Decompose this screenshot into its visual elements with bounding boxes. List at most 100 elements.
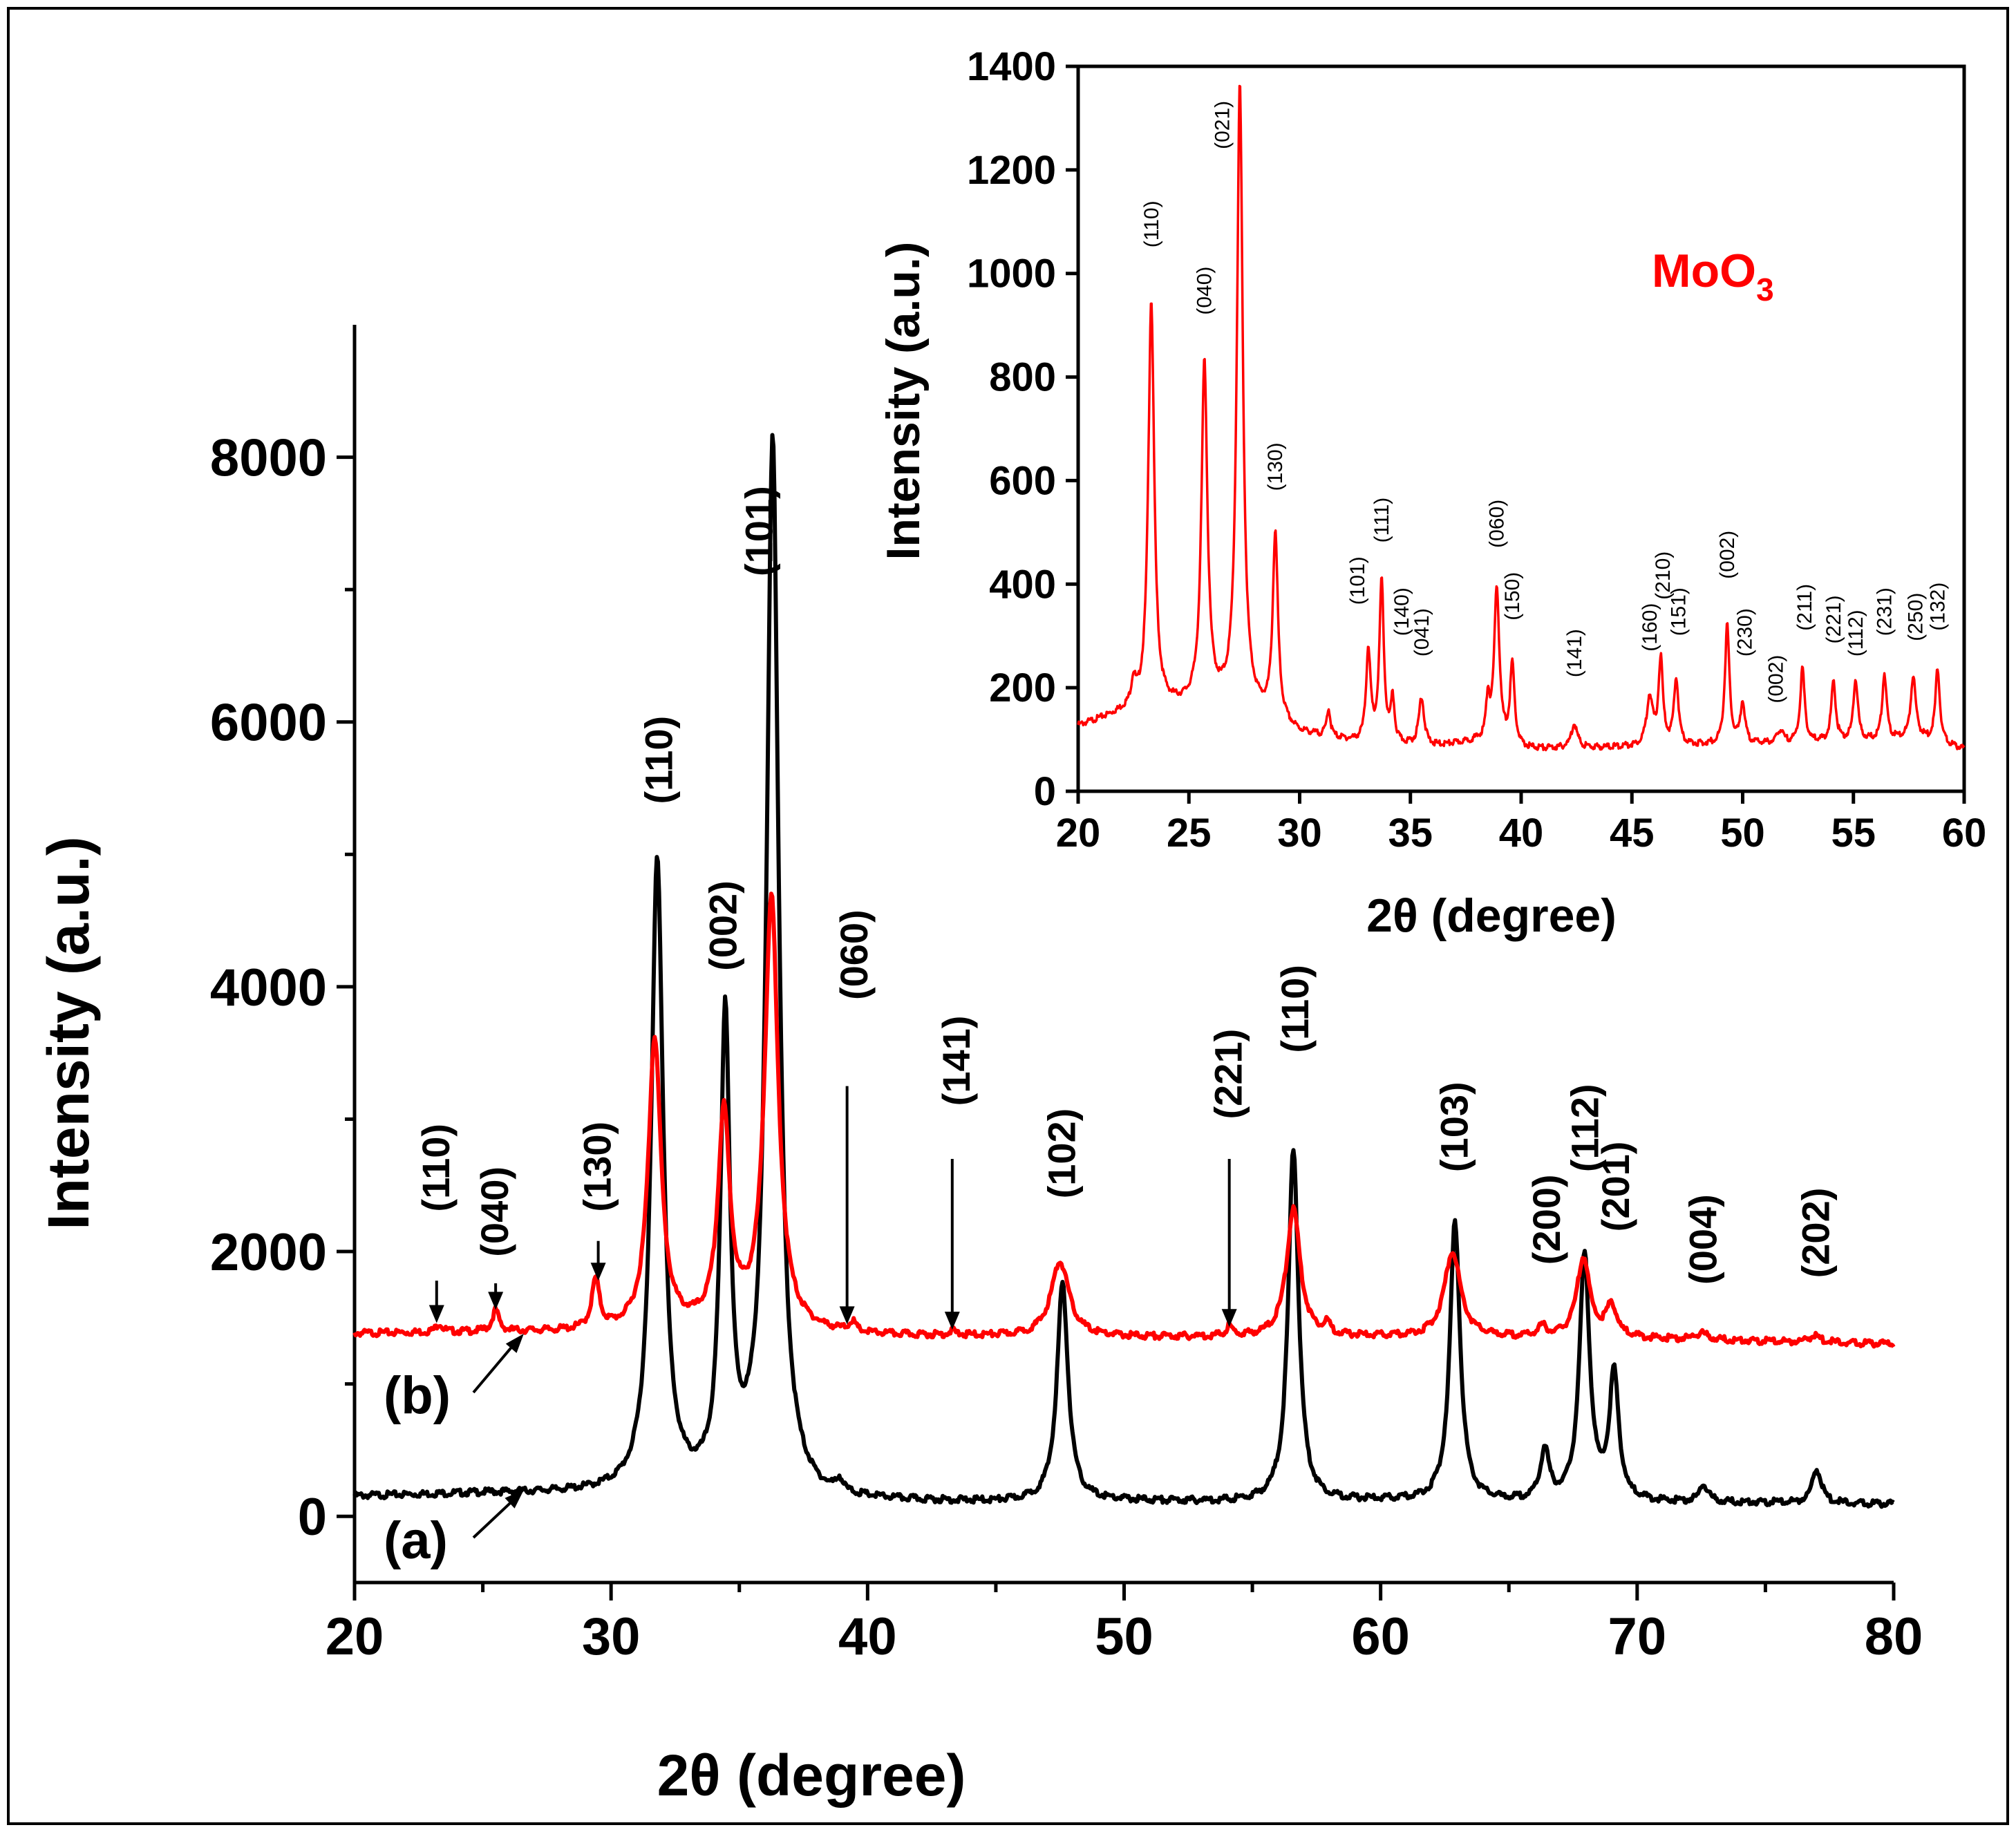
peak-marker-arrow-head <box>839 1306 855 1325</box>
inset-x-tick-label: 45 <box>1610 811 1655 856</box>
inset-peak-label: (002) <box>1716 531 1739 579</box>
main-x-tick-label: 80 <box>1865 1607 1923 1666</box>
main-peak-label: (002) <box>701 880 744 971</box>
inset-peak-label: (210) <box>1652 551 1675 600</box>
inset-peak-label: (112) <box>1845 610 1867 657</box>
inset-peak-label: (231) <box>1874 587 1896 636</box>
inset-peak-label: (130) <box>1264 442 1287 491</box>
inset-x-tick-label: 50 <box>1720 811 1765 856</box>
inset-y-tick-label: 1000 <box>967 252 1056 296</box>
main-peak-label: (110) <box>1273 965 1317 1053</box>
inset-peak-label: (141) <box>1563 629 1586 677</box>
main-peak-label: (221) <box>1207 1029 1250 1120</box>
inset-peak-label: (040) <box>1194 267 1216 315</box>
inset-title-subscript: 3 <box>1756 272 1774 308</box>
main-x-tick-label: 40 <box>838 1607 897 1666</box>
main-y-tick-label: 6000 <box>210 694 327 753</box>
main-x-tick-label: 50 <box>1095 1607 1153 1666</box>
inset-peak-label: (002) <box>1765 655 1788 703</box>
sample-pointer-head <box>505 1489 524 1509</box>
inset-peak-label: (221) <box>1822 595 1845 643</box>
inset-peak-label: (110) <box>1140 200 1163 247</box>
figure-frame <box>7 7 2009 1825</box>
inset-axes: 20 25 30 35 40 45 50 55 600200400600800100012001… <box>967 44 1986 856</box>
inset-y-tick-label: 600 <box>989 458 1056 503</box>
inset-y-tick-label: 0 <box>1034 769 1056 814</box>
inset-x-tick-label: 30 <box>1277 811 1322 856</box>
inset-peak-label: (132) <box>1927 583 1950 631</box>
main-series-line-b <box>352 891 1896 1349</box>
main-series <box>352 433 1896 1509</box>
inset-x-tick-label: 20 <box>1056 811 1101 856</box>
main-peak-label: (130) <box>576 1122 619 1212</box>
main-x-axis-label: 2θ (degree) <box>657 1743 966 1808</box>
peak-marker-arrow-head <box>944 1312 960 1330</box>
inset-y-tick-label: 1400 <box>967 44 1056 89</box>
inset-plot-box <box>1076 64 1966 793</box>
main-x-tick-label: 60 <box>1351 1607 1410 1666</box>
inset-annotations: (110) (040) (021) (130) (101)(111) (140)(041)… <box>1140 101 1950 703</box>
inset-title-main: MoO <box>1652 245 1756 297</box>
main-peak-label: (102) <box>1039 1108 1083 1199</box>
inset-x-tick-label: 55 <box>1831 811 1876 856</box>
main-peak-label: (004) <box>1681 1194 1724 1285</box>
inset-peak-label: (041) <box>1411 608 1433 657</box>
inset-x-tick-label: 60 <box>1942 811 1987 856</box>
peak-marker-arrow-head <box>590 1263 606 1281</box>
main-x-tick-label: 20 <box>326 1607 384 1666</box>
inset-peak-label: (101) <box>1346 556 1369 605</box>
inset-peak-label: (111) <box>1370 498 1393 543</box>
inset-y-axis-label: Intensity (a.u.) <box>877 242 930 560</box>
main-peak-label: (110) <box>637 716 681 804</box>
inset-x-tick-label: 25 <box>1167 811 1212 856</box>
inset-peak-label: (250) <box>1904 593 1927 641</box>
main-peak-label: (141) <box>934 1016 978 1106</box>
main-peak-label: (060) <box>832 909 876 1000</box>
peak-marker-arrow-head <box>1221 1309 1237 1328</box>
main-x-tick-label: 70 <box>1608 1607 1667 1666</box>
inset-x-tick-label: 40 <box>1499 811 1544 856</box>
sample-label-a: (a) <box>384 1511 448 1570</box>
peak-marker-arrow-head <box>488 1292 504 1310</box>
inset-series <box>1077 84 1966 752</box>
inset-x-axis-label: 2θ (degree) <box>1366 889 1617 942</box>
main-series-line-a <box>352 433 1895 1509</box>
inset-peak-label: (160) <box>1639 603 1661 652</box>
main-y-tick-label: 0 <box>298 1488 327 1547</box>
peak-marker-arrow-head <box>428 1305 444 1323</box>
main-peak-label: (200) <box>1525 1174 1568 1265</box>
inset-peak-label: (211) <box>1793 584 1816 631</box>
main-annotations: (110) (040) (130) (110) (002) (101) (060) (141)… <box>384 486 1838 1570</box>
inset-series-line-MoO3 <box>1077 84 1966 752</box>
main-peak-label: (101) <box>737 486 780 576</box>
inset-peak-label: (230) <box>1734 608 1757 657</box>
inset-panel: 20 25 30 35 40 45 50 55 600200400600800100012001… <box>877 44 1986 942</box>
inset-peak-label: (060) <box>1486 500 1509 548</box>
main-y-tick-label: 8000 <box>210 429 327 488</box>
inset-x-tick-label: 35 <box>1388 811 1433 856</box>
main-y-axis-label: Intensity (a.u.) <box>36 836 101 1229</box>
inset-y-tick-label: 1200 <box>967 148 1056 193</box>
main-peak-label: (201) <box>1594 1142 1637 1232</box>
main-peak-label: (202) <box>1794 1188 1838 1278</box>
inset-y-tick-label: 800 <box>989 355 1056 400</box>
inset-peak-label: (151) <box>1668 587 1690 636</box>
sample-label-b: (b) <box>384 1366 451 1425</box>
main-peak-label: (110) <box>414 1124 458 1212</box>
sample-pointer-head <box>505 1333 524 1353</box>
main-peak-label: (112) <box>1563 1084 1607 1172</box>
inset-peak-label: (150) <box>1501 572 1524 621</box>
main-peak-label: (040) <box>473 1167 516 1257</box>
inset-y-tick-label: 400 <box>989 562 1056 607</box>
main-peak-label: (103) <box>1432 1082 1476 1172</box>
inset-peak-label: (140) <box>1391 587 1413 636</box>
main-x-tick-label: 30 <box>582 1607 641 1666</box>
main-y-tick-label: 2000 <box>210 1223 327 1282</box>
inset-y-tick-label: 200 <box>989 665 1056 710</box>
inset-peak-label: (021) <box>1211 101 1234 149</box>
main-y-tick-label: 4000 <box>210 959 327 1017</box>
inset-title: MoO3 <box>1652 245 1774 308</box>
